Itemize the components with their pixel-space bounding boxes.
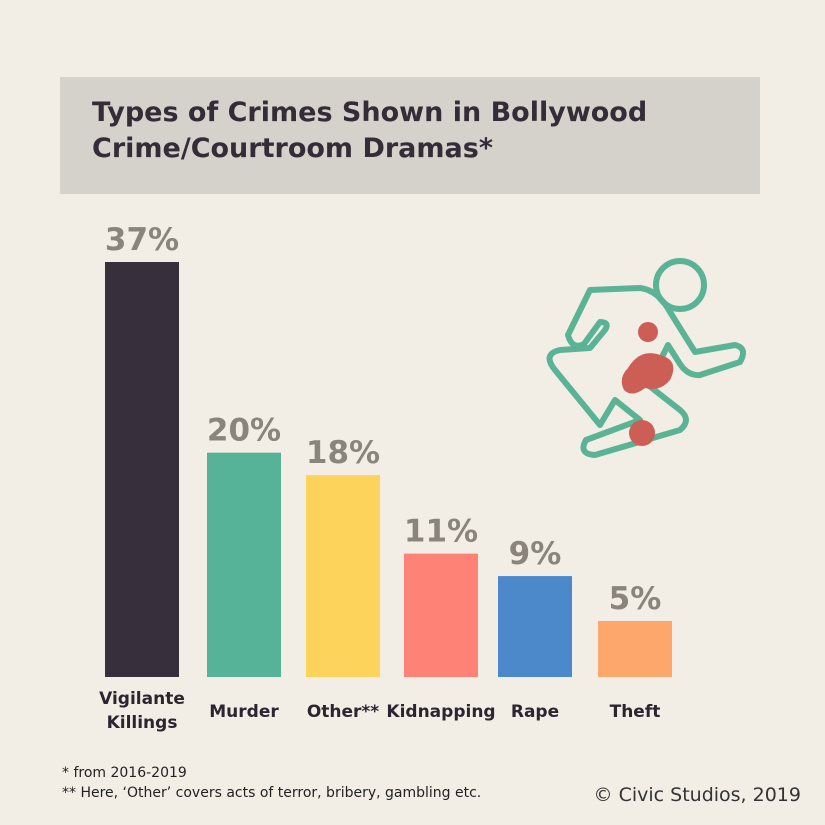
bar-2 bbox=[207, 452, 281, 677]
bar-4 bbox=[404, 553, 478, 677]
chart-title: Types of Crimes Shown in Bollywood Crime… bbox=[92, 97, 648, 164]
value-label-3: 18% bbox=[306, 435, 380, 471]
value-label-1: 37% bbox=[105, 222, 179, 258]
value-label-2: 20% bbox=[207, 413, 281, 449]
footnote-period: * from 2016-2019 bbox=[62, 765, 187, 781]
category-label-1: Vigilante bbox=[99, 689, 185, 709]
bar-6 bbox=[598, 620, 672, 677]
running-thief-icon bbox=[546, 258, 747, 458]
value-label-6: 5% bbox=[609, 581, 662, 617]
category-label-3: Other** bbox=[307, 702, 379, 722]
bar-1 bbox=[105, 262, 179, 677]
value-label-5: 9% bbox=[509, 536, 562, 572]
bar-3 bbox=[306, 475, 380, 677]
bar-5 bbox=[498, 576, 572, 677]
title-box: Types of Crimes Shown in Bollywood Crime… bbox=[60, 77, 760, 194]
category-label-2: Murder bbox=[209, 702, 279, 722]
category-label-6: Theft bbox=[610, 702, 661, 722]
category-label-4: Kidnapping bbox=[386, 702, 495, 722]
category-label-5: Rape bbox=[511, 702, 559, 722]
category-label-1: Killings bbox=[107, 713, 178, 733]
value-label-4: 11% bbox=[404, 514, 478, 550]
footnote-other: ** Here, ‘Other’ covers acts of terror, … bbox=[62, 785, 482, 801]
copyright: © Civic Studios, 2019 bbox=[593, 784, 801, 806]
